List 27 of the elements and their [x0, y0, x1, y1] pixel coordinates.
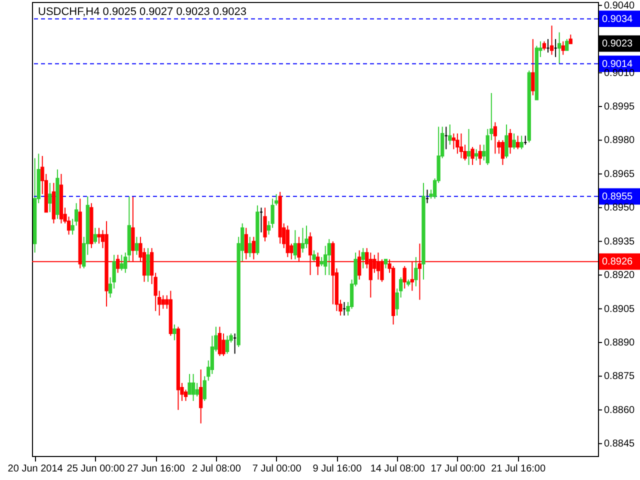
x-tick-label: 25 Jun 00:00 [66, 464, 126, 474]
chart-title: USDCHF,H4 0.9025 0.9027 0.9023 0.9023 [38, 6, 247, 18]
y-tick-label: 0.8965 [604, 168, 636, 180]
ref-line-label: 0.8926 [602, 256, 634, 268]
y-tick-label: 0.8845 [604, 438, 636, 450]
y-tick-label: 0.9040 [604, 0, 636, 12]
y-tick-label: 0.8980 [604, 135, 636, 146]
y-tick-label: 0.8890 [604, 338, 636, 348]
y-tick-label: 0.8920 [604, 270, 636, 282]
y-tick-label: 0.8905 [604, 304, 636, 315]
text: 0.9023 [602, 38, 634, 50]
ref-line-label: 0.8955 [602, 191, 634, 202]
x-tick-label: 7 Jul 00:00 [252, 464, 302, 474]
y-tick-label: 0.8950 [604, 202, 636, 214]
x-tick-label: 17 Jul 00:00 [430, 464, 486, 474]
y-tick-label: 0.8860 [604, 404, 636, 416]
ref-line-label: 0.9014 [602, 58, 634, 70]
x-tick-label: 14 Jul 08:00 [370, 464, 426, 474]
x-tick-label: 21 Jul 16:00 [491, 464, 546, 474]
y-tick-label: 0.8995 [604, 102, 636, 113]
x-tick-label: 27 Jun 16:00 [127, 464, 186, 474]
x-tick-label: 9 Jul 16:00 [312, 464, 362, 474]
x-tick-label: 2 Jul 08:00 [192, 464, 242, 474]
y-tick-label: 0.8935 [604, 236, 636, 248]
y-tick-label: 0.8875 [604, 371, 636, 382]
x-tick-label: 20 Jun 2014 [8, 464, 64, 474]
ref-line-label: 0.9034 [602, 14, 634, 25]
